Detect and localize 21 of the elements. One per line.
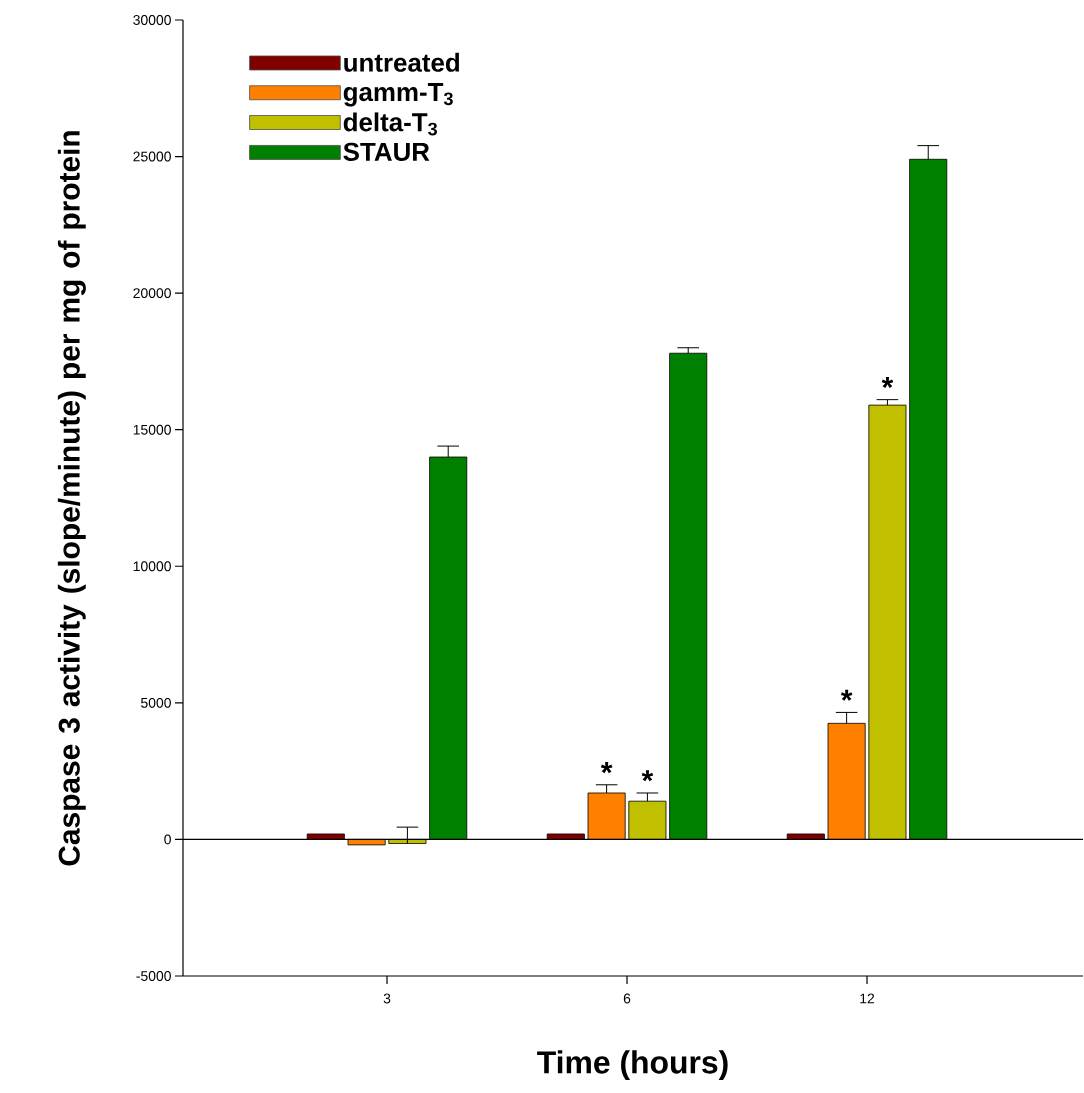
y-tick-label: 5000 [141, 697, 172, 708]
y-axis-title: Caspase 3 activity (slope/minute) per mg of protein [58, 131, 87, 866]
legend-label: delta-T$_{3}$ [343, 112, 438, 136]
x-tick-label: 3 [383, 993, 391, 1004]
data-label: * [841, 689, 853, 701]
legend-label: STAUR [343, 142, 430, 161]
y-tick-label: 25000 [133, 151, 172, 162]
x-axis-title: Time (hours) [537, 1050, 728, 1080]
legend-label: gamm-T$_{3}$ [343, 83, 454, 107]
y-tick-label: 30000 [133, 15, 172, 25]
y-tick-label: -5000 [136, 971, 172, 981]
y-tick-label: 10000 [133, 561, 172, 572]
data-label: * [601, 762, 613, 774]
y-tick-label: 0 [164, 834, 172, 845]
y-tick-label: 20000 [133, 288, 172, 299]
x-tick-label: 6 [624, 993, 631, 1004]
legend-label: untreated [344, 52, 460, 72]
data-label: * [641, 770, 654, 782]
y-tick-label: 15000 [133, 424, 172, 435]
data-label: * [881, 376, 894, 389]
x-tick-label: 12 [860, 993, 875, 1004]
